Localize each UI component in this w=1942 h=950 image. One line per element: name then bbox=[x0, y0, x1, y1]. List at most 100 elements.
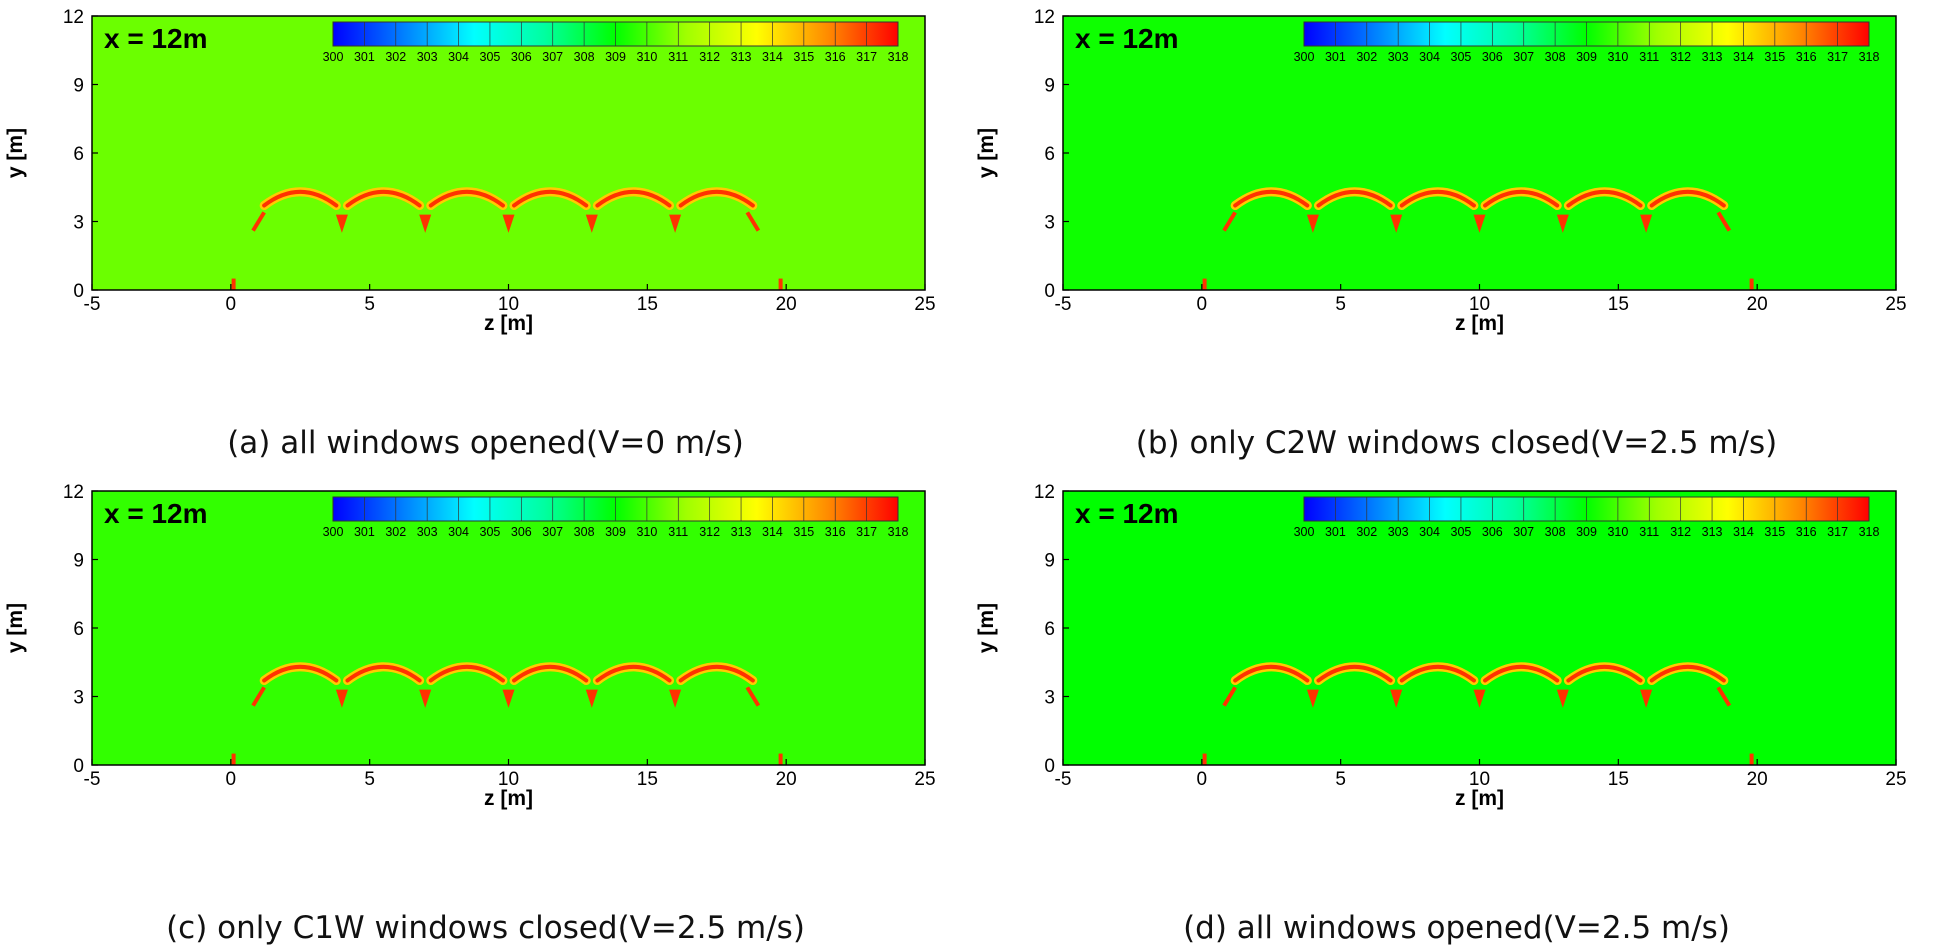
vent-marker bbox=[669, 689, 682, 708]
x-tick-label: 25 bbox=[1885, 769, 1906, 790]
y-tick-label: 9 bbox=[1044, 76, 1055, 97]
y-tick-label: 0 bbox=[73, 281, 84, 302]
colorbar-tick-label: 315 bbox=[1764, 50, 1785, 64]
vent-marker bbox=[502, 689, 515, 708]
colorbar-tick-label: 304 bbox=[448, 50, 469, 64]
roof-arch bbox=[259, 187, 341, 211]
section-annotation: x = 12m bbox=[104, 498, 208, 529]
x-tick-label: 5 bbox=[364, 769, 375, 790]
roof-arch bbox=[1647, 187, 1729, 211]
colorbar-tick-label: 314 bbox=[1733, 50, 1754, 64]
vent-marker bbox=[585, 689, 598, 708]
colorbar-tick-label: 318 bbox=[1859, 50, 1880, 64]
colorbar-tick-label: 316 bbox=[825, 525, 846, 539]
colorbar-tick-label: 315 bbox=[793, 525, 814, 539]
colorbar-tick-label: 308 bbox=[574, 525, 595, 539]
x-tick-label: 15 bbox=[637, 769, 658, 790]
x-tick-label: -5 bbox=[1055, 294, 1072, 315]
colorbar-tick-label: 303 bbox=[1388, 525, 1409, 539]
x-tick-label: 20 bbox=[1747, 769, 1768, 790]
y-axis-label: y [m] bbox=[975, 603, 998, 653]
colorbar-tick-label: 312 bbox=[1670, 525, 1691, 539]
x-tick-label: -5 bbox=[84, 294, 101, 315]
colorbar: 300 301 302 303 304 305 306 307 308 309 310 311 312 3… bbox=[323, 496, 909, 539]
ground-marker-right bbox=[1749, 278, 1754, 290]
vent-marker bbox=[1473, 214, 1486, 233]
colorbar-tick-label: 303 bbox=[417, 50, 438, 64]
colorbar-tick-label: 318 bbox=[888, 50, 909, 64]
colorbar-tick-label: 310 bbox=[636, 50, 657, 64]
colorbar-tick-label: 316 bbox=[1796, 525, 1817, 539]
colorbar-tick-label: 302 bbox=[1356, 50, 1377, 64]
colorbar-tick-label: 302 bbox=[385, 525, 406, 539]
x-tick-label: 0 bbox=[226, 769, 237, 790]
colorbar-tick-label: 301 bbox=[1325, 525, 1346, 539]
side-wall-left bbox=[251, 686, 266, 707]
y-tick-label: 12 bbox=[1034, 7, 1055, 28]
colorbar-tick-label: 315 bbox=[793, 50, 814, 64]
colorbar: 300 301 302 303 304 305 306 307 308 309 310 311 312 3… bbox=[1294, 21, 1880, 64]
colorbar-tick-label: 312 bbox=[699, 525, 720, 539]
roof-arch bbox=[1313, 662, 1396, 686]
colorbar-tick-label: 306 bbox=[1482, 525, 1503, 539]
colorbar-tick-label: 304 bbox=[448, 525, 469, 539]
colorbar-tick-label: 314 bbox=[1733, 525, 1754, 539]
colorbar-tick-label: 300 bbox=[323, 525, 344, 539]
colorbar-tick-label: 300 bbox=[1294, 50, 1315, 64]
colorbar-tick-label: 307 bbox=[1513, 50, 1534, 64]
roof-arch bbox=[676, 662, 758, 686]
roof-arch bbox=[426, 662, 508, 686]
roof-arch bbox=[509, 662, 591, 686]
colorbar-tick-label: 302 bbox=[1356, 525, 1377, 539]
y-tick-label: 9 bbox=[73, 76, 84, 97]
caption-panel-c: (c) only C1W windows closed(V=2.5 m/s) bbox=[166, 910, 805, 946]
x-axis-label: z [m] bbox=[1455, 312, 1504, 335]
caption-panel-a: (a) all windows opened(V=0 m/s) bbox=[227, 425, 744, 461]
side-wall-left bbox=[251, 211, 266, 232]
y-tick-label: 6 bbox=[1044, 144, 1055, 165]
x-tick-label: -5 bbox=[1055, 769, 1072, 790]
vent-marker bbox=[419, 689, 432, 708]
y-tick-label: 3 bbox=[1044, 688, 1055, 709]
ground-marker-left bbox=[1202, 278, 1207, 290]
colorbar-tick-label: 300 bbox=[1294, 525, 1315, 539]
colorbar-tick-label: 307 bbox=[542, 525, 563, 539]
colorbar-tick-label: 304 bbox=[1419, 525, 1440, 539]
vent-marker bbox=[1473, 689, 1486, 708]
x-tick-label: 5 bbox=[1335, 769, 1346, 790]
roof-arch bbox=[342, 662, 425, 686]
colorbar-tick-label: 318 bbox=[888, 525, 909, 539]
colorbar-tick-label: 308 bbox=[1545, 525, 1566, 539]
colorbar-tick-label: 316 bbox=[825, 50, 846, 64]
colorbar-tick-label: 314 bbox=[762, 50, 783, 64]
colorbar-tick-label: 313 bbox=[731, 50, 752, 64]
section-annotation: x = 12m bbox=[1075, 498, 1179, 529]
y-tick-label: 3 bbox=[73, 213, 84, 234]
side-wall-right bbox=[745, 211, 761, 232]
colorbar-tick-label: 309 bbox=[605, 50, 626, 64]
vent-marker bbox=[1556, 214, 1569, 233]
ground-marker-right bbox=[778, 753, 783, 765]
x-tick-label: 20 bbox=[1747, 294, 1768, 315]
roof-arch bbox=[342, 187, 425, 211]
x-axis-label: z [m] bbox=[484, 312, 533, 335]
y-tick-label: 9 bbox=[73, 551, 84, 572]
colorbar-tick-label: 303 bbox=[1388, 50, 1409, 64]
colorbar-tick-label: 301 bbox=[1325, 50, 1346, 64]
x-tick-label: 25 bbox=[914, 294, 935, 315]
x-axis-label: z [m] bbox=[484, 787, 533, 810]
roof-arch bbox=[259, 662, 341, 686]
vent-marker bbox=[1306, 689, 1319, 708]
section-annotation: x = 12m bbox=[104, 23, 208, 54]
y-axis-label: y [m] bbox=[4, 128, 27, 178]
vent-marker bbox=[419, 214, 432, 233]
ground-marker-left bbox=[231, 753, 236, 765]
roof-arch bbox=[1563, 662, 1646, 686]
vent-marker bbox=[1390, 214, 1403, 233]
y-tick-label: 9 bbox=[1044, 551, 1055, 572]
y-tick-label: 3 bbox=[73, 688, 84, 709]
y-tick-label: 0 bbox=[73, 756, 84, 777]
x-tick-label: 0 bbox=[1197, 769, 1208, 790]
